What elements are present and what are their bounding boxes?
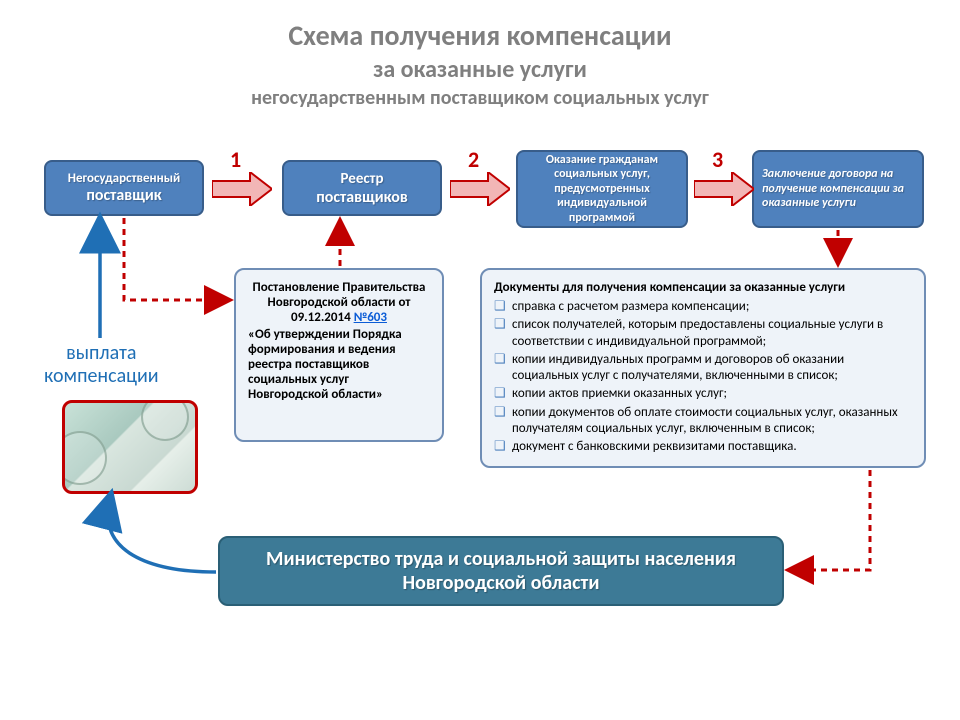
node-registry-big: поставщиков — [316, 188, 408, 207]
ministry-line2: Новгородской области — [220, 571, 782, 595]
title-line3: негосударственным поставщиком социальных… — [0, 86, 960, 110]
node-supplier-small: Негосударственный — [68, 171, 180, 186]
decree-box: Постановление Правительства Новгородской… — [234, 268, 444, 442]
documents-list-item: копии индивидуальных программ и договоро… — [494, 352, 912, 385]
ministry-line1: Министерство труда и социальной защиты н… — [220, 547, 782, 571]
title-line2: за оказанные услуги — [0, 55, 960, 84]
node-contract-text: Заключение договора на получение компенс… — [762, 167, 914, 210]
step-number-1: 1 — [230, 146, 241, 173]
arrow-3 — [694, 172, 754, 206]
decree-heading-text: Постановление Правительства Новгородской… — [253, 280, 426, 325]
documents-title: Документы для получения компенсации за о… — [494, 280, 912, 295]
documents-list-item: копии актов приемки оказанных услуг; — [494, 386, 912, 402]
decree-rest: «Об утверждении Порядка формирования и в… — [248, 327, 430, 402]
decree-link[interactable]: №603 — [354, 310, 387, 325]
documents-box: Документы для получения компенсации за о… — [480, 268, 926, 468]
arrow-2 — [450, 172, 510, 206]
documents-list-item: справка с расчетом размера компенсации; — [494, 299, 912, 315]
documents-list-item: копии документов об оплате стоимости соц… — [494, 405, 912, 438]
node-registry: Реестр поставщиков — [282, 160, 442, 216]
payout-line2: компенсации — [44, 364, 159, 388]
node-contract: Заключение договора на получение компенс… — [752, 150, 924, 228]
arrow-1 — [212, 172, 272, 206]
payout-label: выплата компенсации — [44, 342, 159, 388]
step-number-2: 2 — [468, 146, 479, 173]
money-image — [62, 400, 198, 494]
ministry-box: Министерство труда и социальной защиты н… — [218, 536, 784, 606]
decree-heading: Постановление Правительства Новгородской… — [248, 280, 430, 325]
documents-list-item: список получателей, которым предоставлен… — [494, 317, 912, 350]
step-number-3: 3 — [712, 146, 723, 173]
documents-list: справка с расчетом размера компенсации; с… — [494, 299, 912, 455]
documents-list-item: документ с банковскими реквизитами поста… — [494, 439, 912, 455]
title-line1: Схема получения компенсации — [0, 18, 960, 53]
node-supplier-big: поставщик — [86, 186, 161, 205]
node-services: Оказание гражданам социальных услуг, пре… — [516, 150, 688, 228]
node-registry-small: Реестр — [340, 170, 383, 188]
node-supplier: Негосударственный поставщик — [44, 160, 204, 216]
node-services-text: Оказание гражданам социальных услуг, пре… — [526, 153, 678, 225]
title-block: Схема получения компенсации за оказанные… — [0, 0, 960, 110]
payout-line1: выплата — [66, 341, 136, 365]
